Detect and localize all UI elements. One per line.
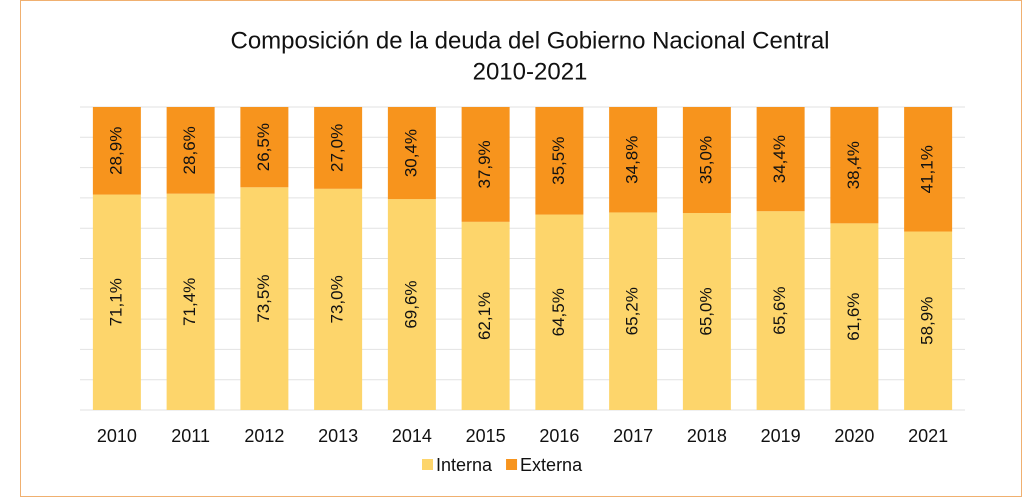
bar-segment — [461, 107, 510, 222]
x-tick-label: 2014 — [392, 426, 432, 446]
bar-segment — [387, 107, 436, 200]
data-label: 41,1% — [918, 145, 937, 193]
bar-segment — [609, 212, 658, 410]
bar-segment — [461, 221, 510, 410]
legend-swatch — [506, 459, 518, 470]
x-tick-label: 2013 — [318, 426, 358, 446]
data-label: 65,6% — [770, 287, 789, 335]
chart-subtitle: 2010-2021 — [473, 58, 588, 85]
data-label: 73,5% — [254, 275, 273, 323]
x-tick-label: 2019 — [761, 426, 801, 446]
legend-label: Interna — [436, 455, 493, 475]
data-label: 71,4% — [180, 278, 199, 326]
data-label: 35,0% — [696, 136, 715, 184]
data-label: 27,0% — [328, 124, 347, 172]
bar-segment — [240, 107, 289, 188]
data-label: 71,1% — [106, 278, 125, 326]
bar-segment — [830, 223, 879, 410]
bar-segment — [314, 107, 363, 189]
bar-segment — [240, 187, 289, 410]
chart-title: Composición de la deuda del Gobierno Nac… — [230, 27, 829, 54]
x-tick-label: 2015 — [466, 426, 506, 446]
data-label: 28,6% — [180, 126, 199, 174]
data-label: 69,6% — [401, 280, 420, 328]
data-label: 38,4% — [844, 141, 863, 189]
x-tick-label: 2020 — [834, 426, 874, 446]
data-label: 26,5% — [254, 123, 273, 171]
data-label: 37,9% — [475, 140, 494, 188]
x-tick-label: 2012 — [244, 426, 284, 446]
data-label: 35,5% — [549, 137, 568, 185]
data-label: 62,1% — [475, 292, 494, 340]
data-label: 28,9% — [106, 127, 125, 175]
bar-segment — [92, 194, 141, 410]
bar-segment — [387, 199, 436, 410]
x-tick-label: 2018 — [687, 426, 727, 446]
frame — [20, 0, 1022, 497]
data-label: 34,8% — [623, 136, 642, 184]
x-tick-label: 2017 — [613, 426, 653, 446]
data-label: 64,5% — [549, 288, 568, 336]
x-tick-label: 2010 — [97, 426, 137, 446]
x-tick-label: 2016 — [539, 426, 579, 446]
x-tick-label: 2021 — [908, 426, 948, 446]
legend-label: Externa — [520, 455, 583, 475]
data-label: 65,2% — [623, 287, 642, 335]
bar-segment — [904, 231, 953, 410]
bar-segment — [166, 193, 215, 410]
data-label: 30,4% — [401, 129, 420, 177]
data-label: 58,9% — [918, 297, 937, 345]
bar-segment — [682, 107, 731, 214]
bar-segment — [535, 107, 584, 215]
bar-segment — [756, 211, 805, 410]
bar-segment — [830, 107, 879, 224]
bar-segment — [314, 188, 363, 410]
bar-segment — [535, 214, 584, 410]
legend-swatch — [422, 459, 433, 470]
data-label: 65,0% — [696, 287, 715, 335]
bar-segment — [904, 107, 953, 232]
data-label: 34,4% — [770, 135, 789, 183]
data-label: 73,0% — [328, 275, 347, 323]
bar-segment — [166, 107, 215, 194]
bar-segment — [756, 107, 805, 212]
data-label: 61,6% — [844, 293, 863, 341]
bar-segment — [92, 107, 141, 195]
x-tick-label: 2011 — [171, 426, 210, 446]
bar-segment — [609, 107, 658, 213]
bar-segment — [682, 213, 731, 410]
